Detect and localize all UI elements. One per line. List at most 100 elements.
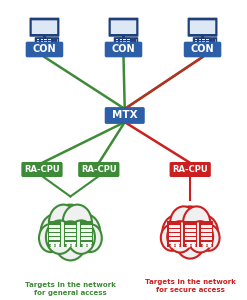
FancyBboxPatch shape: [193, 37, 212, 45]
FancyBboxPatch shape: [196, 38, 209, 40]
FancyBboxPatch shape: [201, 237, 212, 240]
Circle shape: [167, 221, 193, 253]
FancyBboxPatch shape: [201, 225, 212, 228]
FancyBboxPatch shape: [81, 225, 92, 228]
FancyBboxPatch shape: [37, 41, 39, 43]
FancyBboxPatch shape: [120, 41, 122, 43]
FancyBboxPatch shape: [81, 242, 92, 244]
FancyBboxPatch shape: [49, 233, 60, 236]
FancyBboxPatch shape: [48, 39, 51, 40]
FancyBboxPatch shape: [111, 20, 136, 34]
FancyBboxPatch shape: [185, 229, 196, 232]
FancyBboxPatch shape: [183, 221, 197, 247]
Circle shape: [198, 225, 220, 251]
Circle shape: [46, 220, 73, 254]
FancyBboxPatch shape: [201, 229, 212, 232]
FancyBboxPatch shape: [133, 37, 138, 45]
FancyBboxPatch shape: [206, 39, 208, 40]
FancyBboxPatch shape: [63, 221, 77, 247]
FancyBboxPatch shape: [78, 162, 120, 177]
Circle shape: [54, 221, 86, 260]
FancyBboxPatch shape: [199, 221, 213, 247]
FancyBboxPatch shape: [65, 229, 76, 232]
FancyBboxPatch shape: [49, 242, 60, 244]
FancyBboxPatch shape: [201, 35, 204, 40]
FancyBboxPatch shape: [116, 39, 119, 40]
Circle shape: [67, 220, 95, 254]
Circle shape: [189, 215, 218, 250]
Circle shape: [79, 224, 102, 252]
FancyBboxPatch shape: [124, 39, 126, 40]
FancyBboxPatch shape: [167, 221, 181, 247]
FancyBboxPatch shape: [122, 35, 125, 40]
Circle shape: [161, 225, 182, 251]
FancyBboxPatch shape: [81, 229, 92, 232]
FancyBboxPatch shape: [44, 41, 47, 43]
FancyBboxPatch shape: [212, 37, 217, 45]
Circle shape: [50, 205, 90, 253]
FancyBboxPatch shape: [49, 237, 60, 240]
FancyBboxPatch shape: [185, 233, 196, 236]
Circle shape: [187, 221, 213, 253]
FancyBboxPatch shape: [65, 233, 76, 236]
FancyBboxPatch shape: [202, 39, 205, 40]
FancyBboxPatch shape: [37, 39, 39, 40]
FancyBboxPatch shape: [48, 41, 51, 43]
FancyBboxPatch shape: [116, 41, 119, 43]
FancyBboxPatch shape: [201, 242, 212, 244]
FancyBboxPatch shape: [199, 41, 201, 43]
Circle shape: [172, 206, 209, 252]
FancyBboxPatch shape: [80, 221, 93, 247]
FancyBboxPatch shape: [185, 242, 196, 244]
FancyBboxPatch shape: [202, 41, 205, 43]
FancyBboxPatch shape: [120, 39, 122, 40]
FancyBboxPatch shape: [195, 39, 197, 40]
FancyBboxPatch shape: [44, 39, 47, 40]
FancyBboxPatch shape: [114, 37, 133, 45]
FancyBboxPatch shape: [195, 41, 197, 43]
Circle shape: [183, 206, 210, 239]
Text: CON: CON: [112, 44, 135, 55]
FancyBboxPatch shape: [41, 41, 43, 43]
FancyBboxPatch shape: [32, 20, 57, 34]
FancyBboxPatch shape: [184, 42, 221, 57]
FancyBboxPatch shape: [35, 37, 54, 45]
FancyBboxPatch shape: [199, 39, 201, 40]
FancyBboxPatch shape: [108, 18, 138, 37]
FancyBboxPatch shape: [168, 242, 180, 244]
FancyBboxPatch shape: [49, 225, 60, 228]
Circle shape: [63, 205, 92, 240]
FancyBboxPatch shape: [169, 162, 211, 177]
FancyBboxPatch shape: [168, 237, 180, 240]
FancyBboxPatch shape: [105, 107, 145, 124]
Text: RA-CPU: RA-CPU: [81, 165, 117, 174]
Text: Targets in the network
for secure access: Targets in the network for secure access: [145, 279, 236, 293]
Text: RA-CPU: RA-CPU: [172, 165, 208, 174]
Circle shape: [162, 215, 191, 250]
FancyBboxPatch shape: [47, 221, 61, 247]
Circle shape: [170, 206, 197, 239]
Text: CON: CON: [33, 44, 56, 55]
FancyBboxPatch shape: [168, 233, 180, 236]
FancyBboxPatch shape: [124, 41, 126, 43]
Circle shape: [49, 205, 78, 240]
FancyBboxPatch shape: [201, 233, 212, 236]
FancyBboxPatch shape: [127, 39, 130, 40]
FancyBboxPatch shape: [43, 35, 46, 40]
FancyBboxPatch shape: [65, 242, 76, 244]
FancyBboxPatch shape: [41, 39, 43, 40]
Circle shape: [39, 224, 62, 252]
FancyBboxPatch shape: [168, 225, 180, 228]
FancyBboxPatch shape: [105, 42, 142, 57]
FancyBboxPatch shape: [188, 18, 217, 37]
Text: Targets in the network
for general access: Targets in the network for general acces…: [25, 282, 116, 296]
Circle shape: [41, 214, 71, 251]
FancyBboxPatch shape: [54, 37, 59, 45]
FancyBboxPatch shape: [49, 229, 60, 232]
FancyBboxPatch shape: [81, 237, 92, 240]
FancyBboxPatch shape: [206, 41, 208, 43]
FancyBboxPatch shape: [21, 162, 63, 177]
FancyBboxPatch shape: [65, 237, 76, 240]
Text: CON: CON: [191, 44, 214, 55]
FancyBboxPatch shape: [38, 38, 51, 40]
